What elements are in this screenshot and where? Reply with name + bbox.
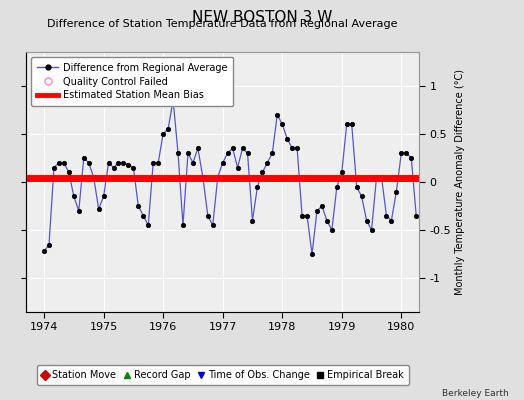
- Y-axis label: Monthly Temperature Anomaly Difference (°C): Monthly Temperature Anomaly Difference (…: [455, 69, 465, 295]
- Legend: Station Move, Record Gap, Time of Obs. Change, Empirical Break: Station Move, Record Gap, Time of Obs. C…: [37, 366, 409, 385]
- Title: Difference of Station Temperature Data from Regional Average: Difference of Station Temperature Data f…: [48, 19, 398, 29]
- Text: NEW BOSTON 3 W: NEW BOSTON 3 W: [192, 10, 332, 25]
- Text: Berkeley Earth: Berkeley Earth: [442, 389, 508, 398]
